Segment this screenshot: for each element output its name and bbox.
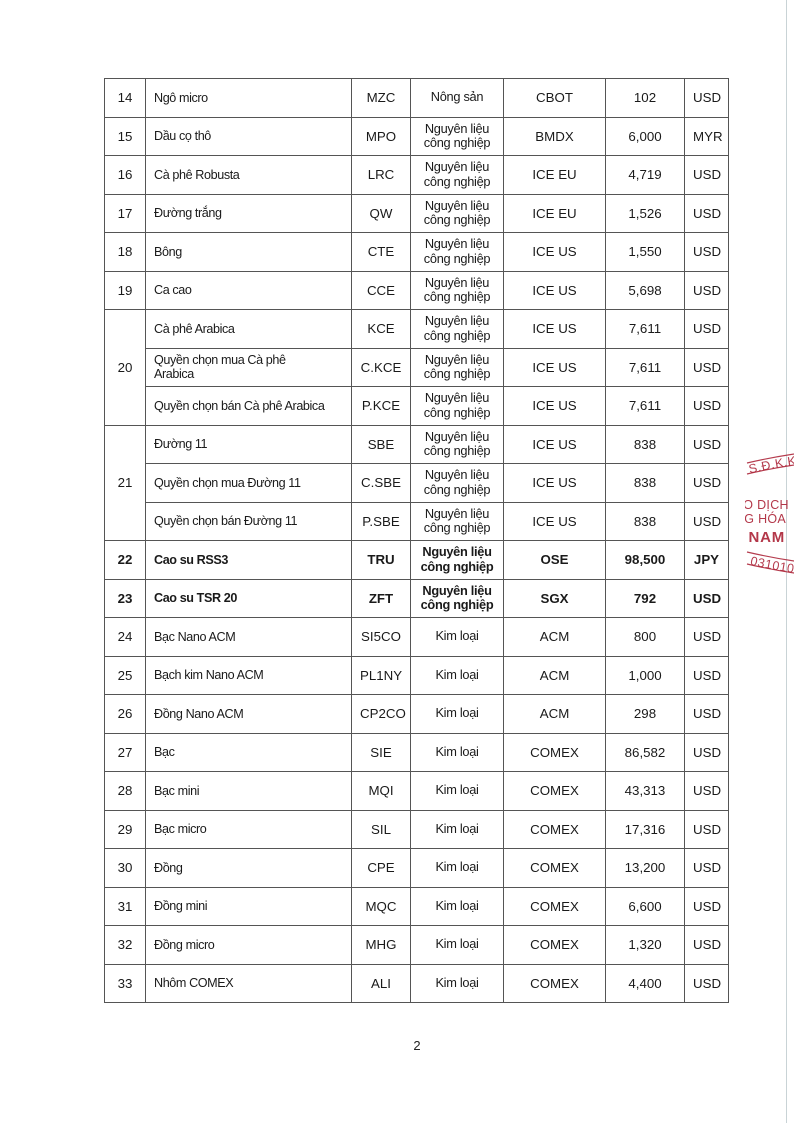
svg-text:0310106819: 0310106819	[749, 554, 794, 580]
svg-text:CÔNG TY CP GIAO DỊCH: CÔNG TY CP GIAO DỊCH	[745, 497, 789, 512]
svg-text:S.Đ.K.K.D:459: S.Đ.K.K.D:459	[747, 449, 794, 476]
svg-text:VIỆT NAM: VIỆT NAM	[745, 528, 785, 546]
svg-text:HÀNG HÓA: HÀNG HÓA	[745, 511, 786, 526]
